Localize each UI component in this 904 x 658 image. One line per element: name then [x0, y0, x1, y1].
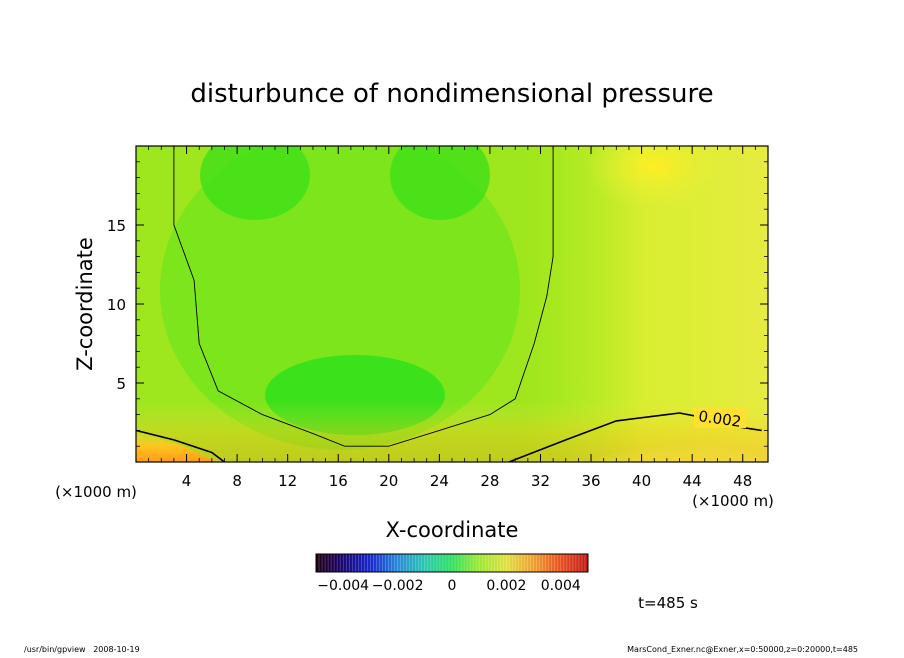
x-tick-label: 20: [379, 472, 398, 490]
colorbar-tick-label: 0: [448, 578, 457, 594]
field-top-right-yellow: [585, 146, 725, 220]
x-tick-label: 4: [182, 472, 192, 490]
x-tick-label: 36: [581, 472, 600, 490]
x-unit-left: (×1000 m): [55, 483, 137, 501]
colorbar-tick-label: −0.002: [372, 578, 424, 594]
time-label: t=485 s: [638, 594, 698, 612]
y-tick-label: 15: [107, 217, 126, 235]
colorbar-tick-label: −0.004: [317, 578, 369, 594]
field-green-core-right: [390, 146, 490, 220]
contour-line-upper: [173, 146, 554, 447]
x-tick-label: 12: [278, 472, 297, 490]
x-tick-label: 32: [531, 472, 550, 490]
x-tick-label: 24: [430, 472, 449, 490]
colorbar-ticks: −0.004 −0.002 0 0.002 0.004: [317, 578, 581, 594]
footer-right: MarsCond_Exner.nc@Exner,x=0:50000,z=0:20…: [627, 645, 858, 654]
x-tick-label: 48: [733, 472, 752, 490]
colorbar-stripes: [318, 554, 586, 572]
field-green-core-left: [200, 146, 310, 220]
y-tick-label: 5: [116, 375, 126, 393]
colorbar-tick-label: 0.004: [541, 578, 581, 594]
colorbar-frame: [315, 553, 589, 573]
y-tick-label: 10: [107, 296, 126, 314]
colorbar-tick-label: 0.002: [486, 578, 526, 594]
chart-title: disturbunce of nondimensional pressure: [190, 79, 713, 109]
colorbar: [316, 554, 588, 572]
y-axis-label: Z-coordinate: [73, 237, 97, 371]
x-tick-label: 40: [632, 472, 651, 490]
contour-label-background: [694, 408, 746, 428]
x-tick-label: 8: [232, 472, 242, 490]
x-tick-label: 28: [480, 472, 499, 490]
plot-field: [136, 146, 768, 462]
x-unit-right: (×1000 m): [692, 492, 774, 510]
x-tick-label: 44: [683, 472, 702, 490]
field-lower-right-warm: [560, 405, 768, 462]
x-axis-label: X-coordinate: [386, 518, 519, 542]
x-tick-label: 16: [329, 472, 348, 490]
contour-line-lower-left: [136, 429, 225, 462]
contour-label: 0.002: [697, 407, 742, 431]
footer-left: /usr/bin/gpview 2008-10-19: [24, 645, 140, 654]
field-lower-left-warm: [136, 431, 216, 462]
